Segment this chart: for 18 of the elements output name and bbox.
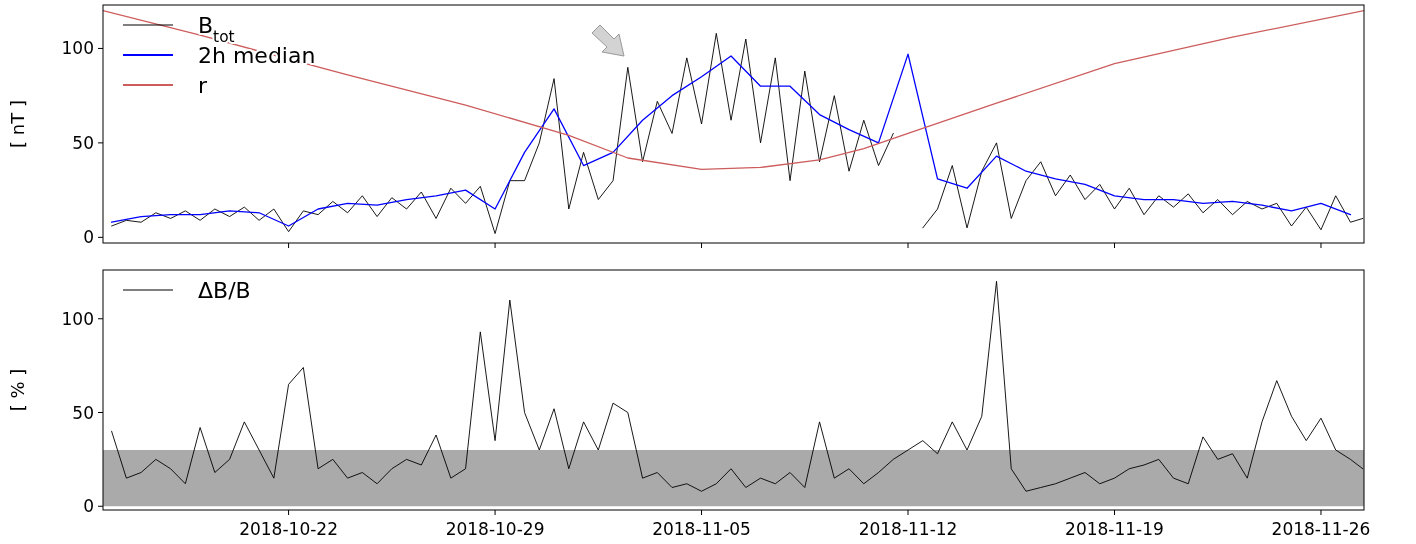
y-tick-label: 100	[61, 38, 94, 59]
x-tick-label: 2018-10-29	[445, 519, 545, 539]
x-tick-label: 2018-11-19	[1065, 519, 1164, 539]
y-tick-label: 100	[61, 308, 94, 329]
x-tick-label: 2018-11-26	[1271, 519, 1371, 539]
legend-label: ΔB/B	[198, 278, 251, 303]
line-series	[103, 10, 1364, 170]
legend-label: B$_{tot}$	[198, 13, 235, 46]
y-axis-title: [ nT ]	[7, 100, 28, 148]
y-tick-label: 50	[72, 132, 94, 153]
x-tick-label: 2018-10-22	[239, 519, 338, 539]
y-tick-label: 50	[72, 402, 94, 423]
y-tick-label: 0	[83, 227, 94, 248]
legend-label: r	[198, 73, 208, 98]
x-tick-label: 2018-11-05	[652, 519, 751, 539]
y-tick-label: 0	[83, 496, 94, 517]
x-tick-label: 2018-11-12	[858, 519, 958, 539]
y-axis-title: [ % ]	[7, 368, 28, 412]
